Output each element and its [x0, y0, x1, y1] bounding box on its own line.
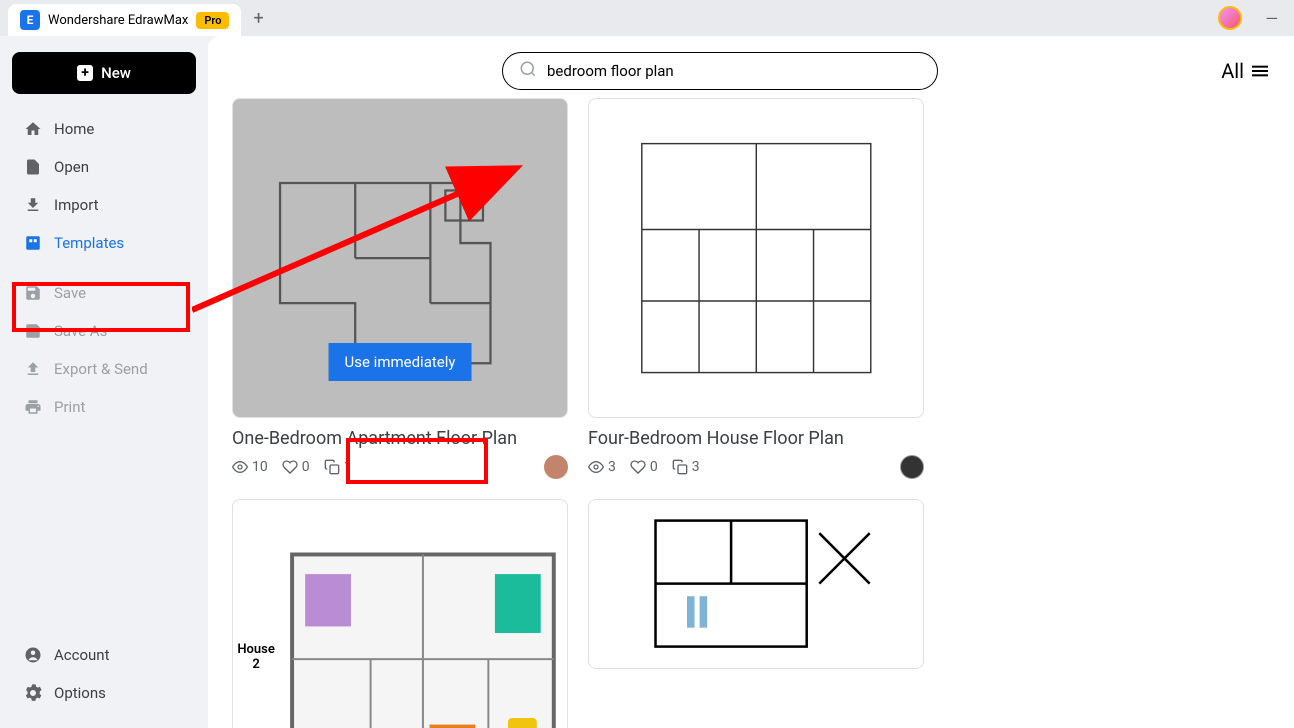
search-icon	[519, 60, 537, 82]
file-icon	[24, 158, 42, 176]
export-icon	[24, 360, 42, 378]
sidebar: + New Home Open Import Templates Save Sa…	[0, 36, 208, 728]
sidebar-item-label: Home	[54, 120, 94, 138]
gear-icon	[24, 684, 42, 702]
filter-label: All	[1221, 59, 1244, 83]
annotation-arrow	[192, 160, 532, 320]
sidebar-item-account[interactable]: Account	[12, 636, 196, 674]
sidebar-item-home[interactable]: Home	[12, 110, 196, 148]
sidebar-item-templates[interactable]: Templates	[12, 224, 196, 262]
templates-icon	[24, 234, 42, 252]
use-immediately-button[interactable]: Use immediately	[329, 343, 472, 381]
sidebar-item-label: Account	[54, 646, 110, 664]
print-icon	[24, 398, 42, 416]
sidebar-item-open[interactable]: Open	[12, 148, 196, 186]
annotation-highlight-use-button	[346, 438, 488, 484]
app-tab[interactable]: E Wondershare EdrawMax Pro	[8, 4, 241, 36]
template-card[interactable]: House 2	[232, 499, 568, 728]
sidebar-item-label: Open	[54, 158, 89, 176]
titlebar: E Wondershare EdrawMax Pro + —	[0, 0, 1294, 36]
template-meta: 3 0 3	[588, 455, 924, 479]
template-thumbnail[interactable]	[588, 98, 924, 418]
new-button-label: New	[101, 64, 131, 82]
sidebar-item-import[interactable]: Import	[12, 186, 196, 224]
template-card[interactable]: Four-Bedroom House Floor Plan 3 0 3	[588, 98, 924, 479]
pro-badge: Pro	[196, 12, 229, 29]
sidebar-item-label: Export & Send	[54, 360, 148, 378]
likes-count: 0	[282, 459, 310, 475]
app-title: Wondershare EdrawMax	[48, 13, 188, 28]
sidebar-item-print[interactable]: Print	[12, 388, 196, 426]
likes-count: 0	[630, 459, 658, 475]
account-icon	[24, 646, 42, 664]
content-area: All Use immediately	[208, 36, 1294, 728]
search-input[interactable]	[547, 62, 921, 80]
sidebar-item-options[interactable]: Options	[12, 674, 196, 712]
floorplan-preview	[606, 508, 907, 659]
filter-all[interactable]: All	[1221, 59, 1270, 83]
views-count: 10	[232, 459, 268, 475]
floorplan-preview	[606, 115, 907, 401]
download-icon	[24, 196, 42, 214]
sidebar-item-label: Options	[54, 684, 106, 702]
template-title: Four-Bedroom House Floor Plan	[588, 428, 924, 449]
minimize-button[interactable]: —	[1258, 9, 1287, 28]
user-avatar[interactable]	[1218, 6, 1242, 30]
sidebar-item-label: Print	[54, 398, 85, 416]
copies-count: 3	[672, 459, 700, 475]
template-thumbnail[interactable]: House 2	[232, 499, 568, 728]
plus-icon: +	[77, 65, 93, 81]
search-box[interactable]	[502, 52, 938, 90]
views-count: 3	[588, 459, 616, 475]
sidebar-item-label: Templates	[54, 234, 124, 252]
author-avatar[interactable]	[544, 455, 568, 479]
sidebar-item-export[interactable]: Export & Send	[12, 350, 196, 388]
template-thumbnail[interactable]	[588, 499, 924, 669]
author-avatar[interactable]	[900, 455, 924, 479]
menu-icon	[1250, 63, 1270, 79]
new-tab-button[interactable]: +	[253, 8, 263, 29]
annotation-highlight-templates	[12, 282, 190, 332]
home-icon	[24, 120, 42, 138]
thumb-caption: House 2	[233, 642, 279, 672]
content-topbar: All	[232, 52, 1270, 90]
floorplan-preview	[279, 524, 567, 728]
sidebar-item-label: Import	[54, 196, 99, 214]
new-button[interactable]: + New	[12, 52, 196, 94]
app-icon: E	[20, 10, 40, 30]
template-card[interactable]	[588, 499, 924, 728]
